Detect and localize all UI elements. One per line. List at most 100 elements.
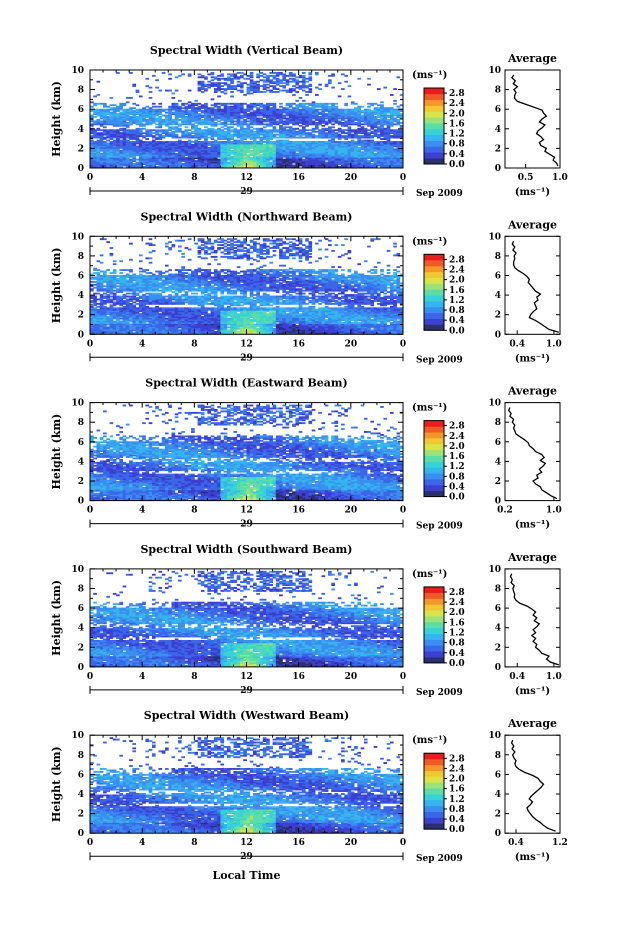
heatmap-cell	[223, 160, 228, 163]
heatmap-cell	[138, 166, 143, 168]
heatmap-cell	[178, 148, 182, 151]
heatmap-cell	[236, 108, 241, 111]
heatmap-cell	[171, 136, 176, 139]
heatmap-cell	[90, 120, 94, 123]
heatmap-cell	[259, 133, 264, 136]
heatmap-cell	[282, 121, 287, 124]
heatmap-cell	[311, 101, 316, 104]
heatmap-cell	[116, 121, 120, 124]
heatmap-cell	[269, 158, 273, 161]
heatmap-cell	[103, 285, 107, 288]
heatmap-cell	[383, 127, 388, 130]
heatmap-cell	[194, 104, 198, 107]
heatmap-cell	[279, 155, 283, 158]
heatmap-cell	[350, 129, 355, 132]
heatmap-cell	[262, 138, 267, 140]
heatmap-cell	[243, 143, 247, 146]
heatmap-cell	[328, 74, 332, 77]
heatmap-cell	[197, 146, 202, 149]
heatmap-cell	[204, 85, 208, 88]
heatmap-cell	[125, 160, 130, 163]
heatmap-cell	[230, 129, 234, 132]
heatmap-cell	[135, 145, 140, 148]
heatmap-cell	[122, 138, 127, 140]
heatmap-cell	[96, 157, 101, 160]
heatmap-cell	[99, 155, 104, 158]
heatmap-cell	[266, 146, 270, 149]
heatmap-cell	[279, 108, 283, 111]
heatmap-cell	[373, 107, 378, 110]
heatmap-cell	[249, 79, 254, 82]
heatmap-cell	[109, 119, 114, 121]
heatmap-cell	[275, 141, 280, 143]
heatmap-cell	[275, 136, 280, 139]
heatmap-cell	[155, 152, 159, 155]
heatmap-cell	[239, 155, 244, 158]
heatmap-cell	[168, 114, 172, 117]
heatmap-cell	[178, 123, 182, 126]
heatmap-cell	[164, 286, 169, 289]
heatmap-cell	[125, 121, 130, 124]
heatmap-cell	[246, 116, 251, 118]
heatmap-cell	[344, 74, 348, 77]
heatmap-cell	[164, 129, 169, 132]
heatmap-cell	[223, 149, 228, 152]
heatmap-cell	[145, 164, 150, 167]
heatmap-cell	[262, 85, 267, 88]
heatmap-cell	[197, 154, 202, 157]
heatmap-cell	[142, 135, 146, 138]
heatmap-cell	[99, 139, 104, 142]
heatmap-cell	[239, 91, 244, 93]
heatmap-cell	[197, 160, 202, 163]
heatmap-cell	[187, 148, 192, 151]
heatmap-cell	[148, 146, 153, 149]
heatmap-cell	[213, 163, 218, 165]
heatmap-cell	[213, 117, 218, 120]
heatmap-cell	[279, 139, 283, 142]
heatmap-cell	[213, 132, 218, 135]
heatmap-cell	[164, 155, 169, 158]
heatmap-cell	[148, 116, 153, 118]
heatmap-cell	[132, 142, 137, 145]
heatmap-cell	[112, 160, 117, 163]
heatmap-cell	[256, 142, 260, 145]
heatmap-cell	[350, 133, 355, 136]
heatmap-cell	[103, 148, 107, 151]
heatmap-cell	[119, 154, 123, 157]
heatmap-cell	[249, 166, 254, 168]
heatmap-cell	[230, 119, 234, 121]
heatmap-cell	[230, 163, 234, 165]
heatmap-cell	[138, 148, 143, 151]
heatmap-cell	[383, 86, 388, 89]
heatmap-cell	[106, 163, 110, 165]
heatmap-cell	[125, 146, 130, 149]
heatmap-cell	[262, 130, 267, 133]
heatmap-cell	[233, 148, 238, 151]
heatmap-cell	[223, 77, 228, 80]
heatmap-cell	[236, 166, 241, 168]
heatmap-cell	[90, 114, 94, 117]
heatmap-cell	[259, 111, 264, 114]
heatmap-cell	[347, 126, 352, 129]
heatmap-cell	[236, 77, 241, 80]
heatmap-cell	[171, 149, 176, 152]
heatmap-cell	[161, 152, 166, 155]
heatmap-cell	[138, 273, 143, 276]
heatmap-cell	[158, 117, 163, 120]
heatmap-cell	[200, 88, 205, 90]
heatmap-cell	[155, 161, 159, 164]
heatmap-cell	[249, 82, 254, 85]
heatmap-cell	[194, 126, 198, 129]
heatmap-cell	[207, 133, 212, 136]
heatmap-cell	[132, 119, 137, 121]
heatmap-cell	[223, 107, 228, 110]
heatmap-cell	[269, 80, 273, 83]
heatmap-cell	[151, 111, 156, 114]
heatmap-cell	[191, 108, 195, 111]
heatmap-cell	[285, 79, 290, 82]
heatmap-cell	[93, 152, 97, 155]
heatmap-cell	[194, 132, 198, 135]
heatmap-cell	[174, 89, 179, 92]
heatmap-cell	[223, 89, 228, 92]
heatmap-cell	[226, 149, 231, 152]
